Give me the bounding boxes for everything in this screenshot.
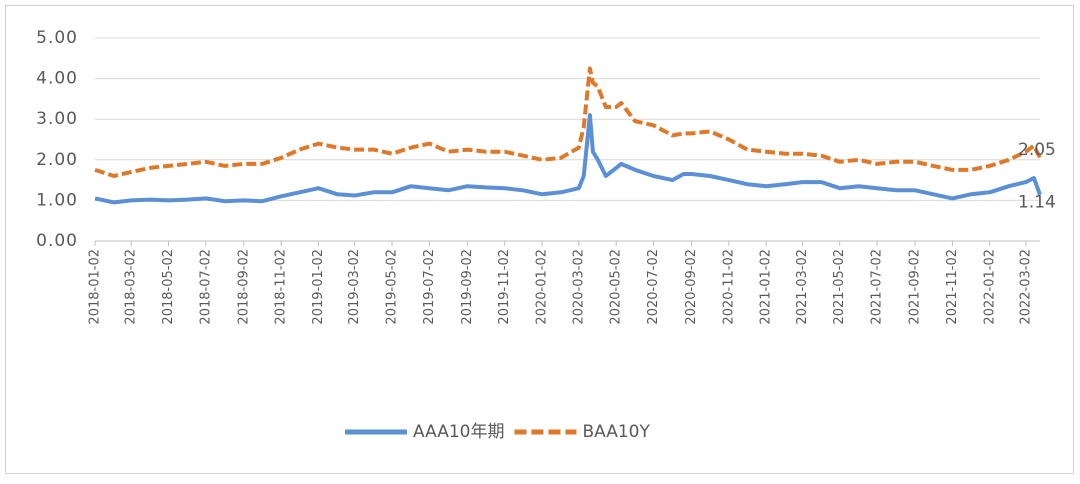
x-tick-label: 2021-09-02 (908, 249, 923, 325)
x-tick-label: 2018-05-02 (161, 249, 176, 325)
y-tick-label: 1.00 (36, 190, 78, 210)
x-tick-label: 2020-05-02 (609, 249, 624, 325)
x-tick-label: 2021-07-02 (870, 249, 885, 325)
x-tick-label: 2021-03-02 (795, 249, 810, 325)
x-tick-label: 2020-11-02 (721, 249, 736, 325)
x-tick-label: 2018-01-02 (88, 249, 103, 325)
chart-frame (5, 5, 1074, 474)
y-tick-label: 4.00 (36, 69, 78, 89)
x-tick-label: 2018-11-02 (274, 249, 289, 325)
x-tick-label: 2020-07-02 (646, 249, 661, 325)
x-tick-label: 2019-01-02 (311, 249, 326, 325)
data-label: 1.14 (1018, 193, 1056, 213)
x-tick-label: 2021-01-02 (759, 249, 774, 325)
x-tick-label: 2020-03-02 (571, 249, 586, 325)
x-tick-label: 2019-07-02 (422, 249, 437, 325)
series-line (94, 66, 1042, 178)
x-tick-label: 2019-03-02 (347, 249, 362, 325)
y-tick-label: 3.00 (36, 109, 78, 129)
x-tick-label: 2021-05-02 (832, 249, 847, 325)
legend-label: AAA10年期 (413, 422, 504, 442)
x-tick-label: 2019-05-02 (385, 249, 400, 325)
x-tick-label: 2019-11-02 (497, 249, 512, 325)
x-tick-label: 2018-09-02 (236, 249, 251, 325)
x-tick-label: 2022-03-02 (1018, 249, 1033, 325)
x-tick-label: 2020-01-02 (535, 249, 550, 325)
x-tick-label: 2022-01-02 (982, 249, 997, 325)
x-tick-label: 2020-09-02 (684, 249, 699, 325)
y-tick-label: 0.00 (36, 231, 78, 251)
y-tick-label: 2.00 (36, 150, 78, 170)
x-tick-label: 2021-11-02 (945, 249, 960, 325)
data-label: 2.05 (1018, 140, 1056, 160)
x-tick-label: 2019-09-02 (460, 249, 475, 325)
legend-label: BAA10Y (582, 422, 650, 442)
x-tick-label: 2018-07-02 (198, 249, 213, 325)
y-tick-label: 5.00 (36, 28, 78, 48)
x-tick-label: 2018-03-02 (124, 249, 139, 325)
series-line (94, 113, 1042, 205)
